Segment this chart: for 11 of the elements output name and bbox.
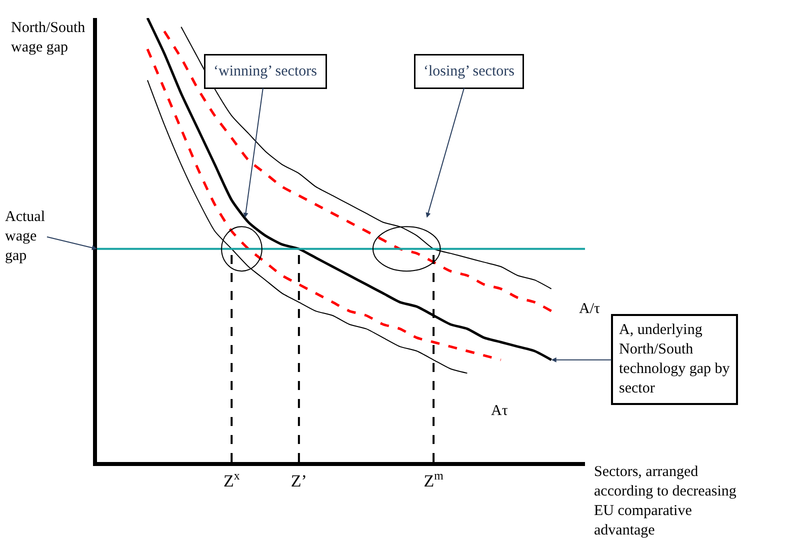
text: A, underlying North/South technology gap by sector [619, 322, 730, 396]
x-axis-title: Sectors, arranged according to decreasing EU comparative advantage [594, 464, 737, 538]
text: A/τ [579, 301, 600, 317]
x-tick-label: Z’ [290, 471, 307, 490]
x-tick-label: Z$^{m}$ [424, 468, 444, 490]
text: Aτ [491, 403, 508, 419]
annotation: ‘losing’ sectors [424, 64, 515, 80]
y-axis-title: North/South wage gap [11, 20, 86, 56]
ref-line-label: Actual wage gap [5, 209, 45, 264]
x-tick-label: Z$^{x}$ [223, 468, 240, 490]
annotation: ‘winning’ sectors [214, 64, 318, 80]
